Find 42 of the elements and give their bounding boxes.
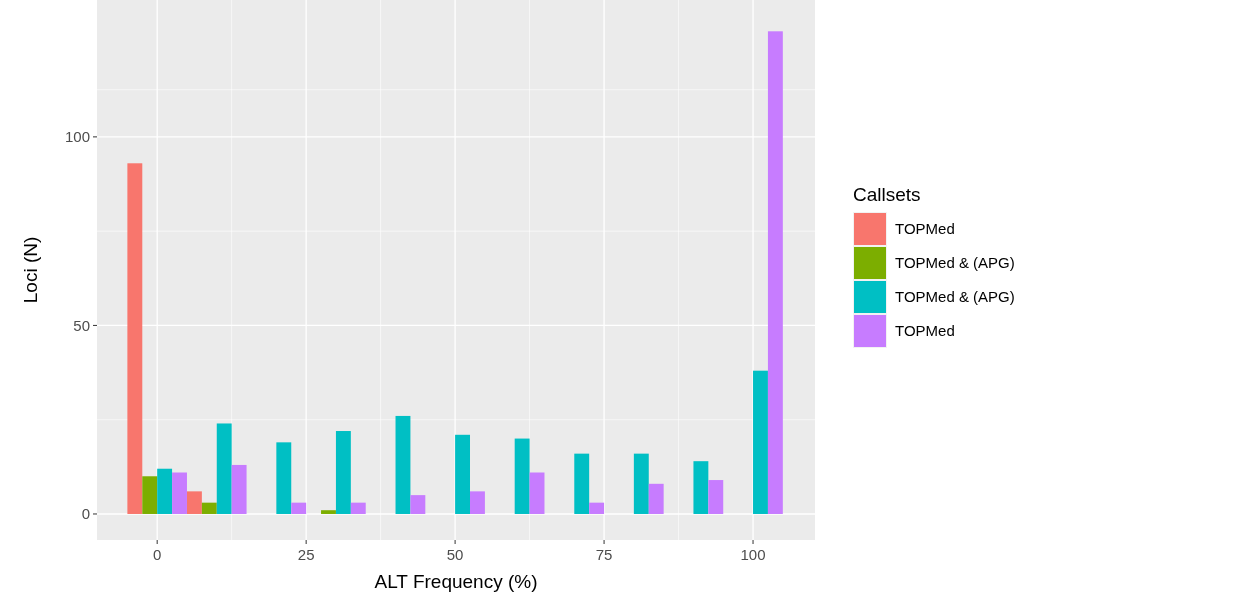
- y-tick-label: 100: [64, 128, 90, 146]
- x-tick-label: 100: [740, 546, 766, 563]
- x-tick-label: 75: [595, 546, 613, 563]
- bar: [157, 468, 173, 514]
- bar: [753, 370, 768, 514]
- bar: [321, 510, 336, 514]
- bar: [186, 491, 202, 514]
- legend-label: TOPMed & (APG): [895, 288, 1015, 306]
- legend-title: Callsets: [853, 184, 921, 205]
- bar: [142, 476, 158, 514]
- bar: [455, 434, 470, 514]
- y-tick-label: 0: [81, 505, 90, 523]
- x-tick-label: 0: [153, 546, 162, 563]
- y-tick-label: 50: [73, 316, 90, 334]
- bar: [529, 472, 545, 514]
- bar: [127, 163, 143, 514]
- bar: [201, 502, 217, 514]
- bar: [291, 502, 307, 514]
- bar: [410, 495, 426, 514]
- x-tick-label: 50: [446, 546, 464, 563]
- bar: [172, 472, 187, 514]
- bar: [708, 480, 724, 514]
- x-axis-title: ALT Frequency (%): [374, 571, 538, 592]
- bar: [276, 442, 292, 514]
- x-tick-label: 25: [297, 546, 315, 563]
- bar: [648, 483, 664, 514]
- legend-label: TOPMed & (APG): [895, 254, 1015, 272]
- bar: [335, 431, 351, 514]
- legend-label: TOPMed: [895, 322, 955, 340]
- bar: [514, 438, 530, 514]
- bar: [231, 464, 247, 514]
- bar: [693, 461, 709, 514]
- bar: [574, 453, 590, 514]
- bar: [767, 31, 783, 514]
- bar: [395, 415, 411, 514]
- bar: [350, 502, 366, 514]
- y-axis-title: Loci (N): [20, 236, 41, 304]
- bar: [216, 423, 232, 514]
- bar: [470, 491, 485, 514]
- bar: [633, 453, 649, 514]
- bar: [589, 502, 605, 514]
- legend-label: TOPMed: [895, 220, 955, 238]
